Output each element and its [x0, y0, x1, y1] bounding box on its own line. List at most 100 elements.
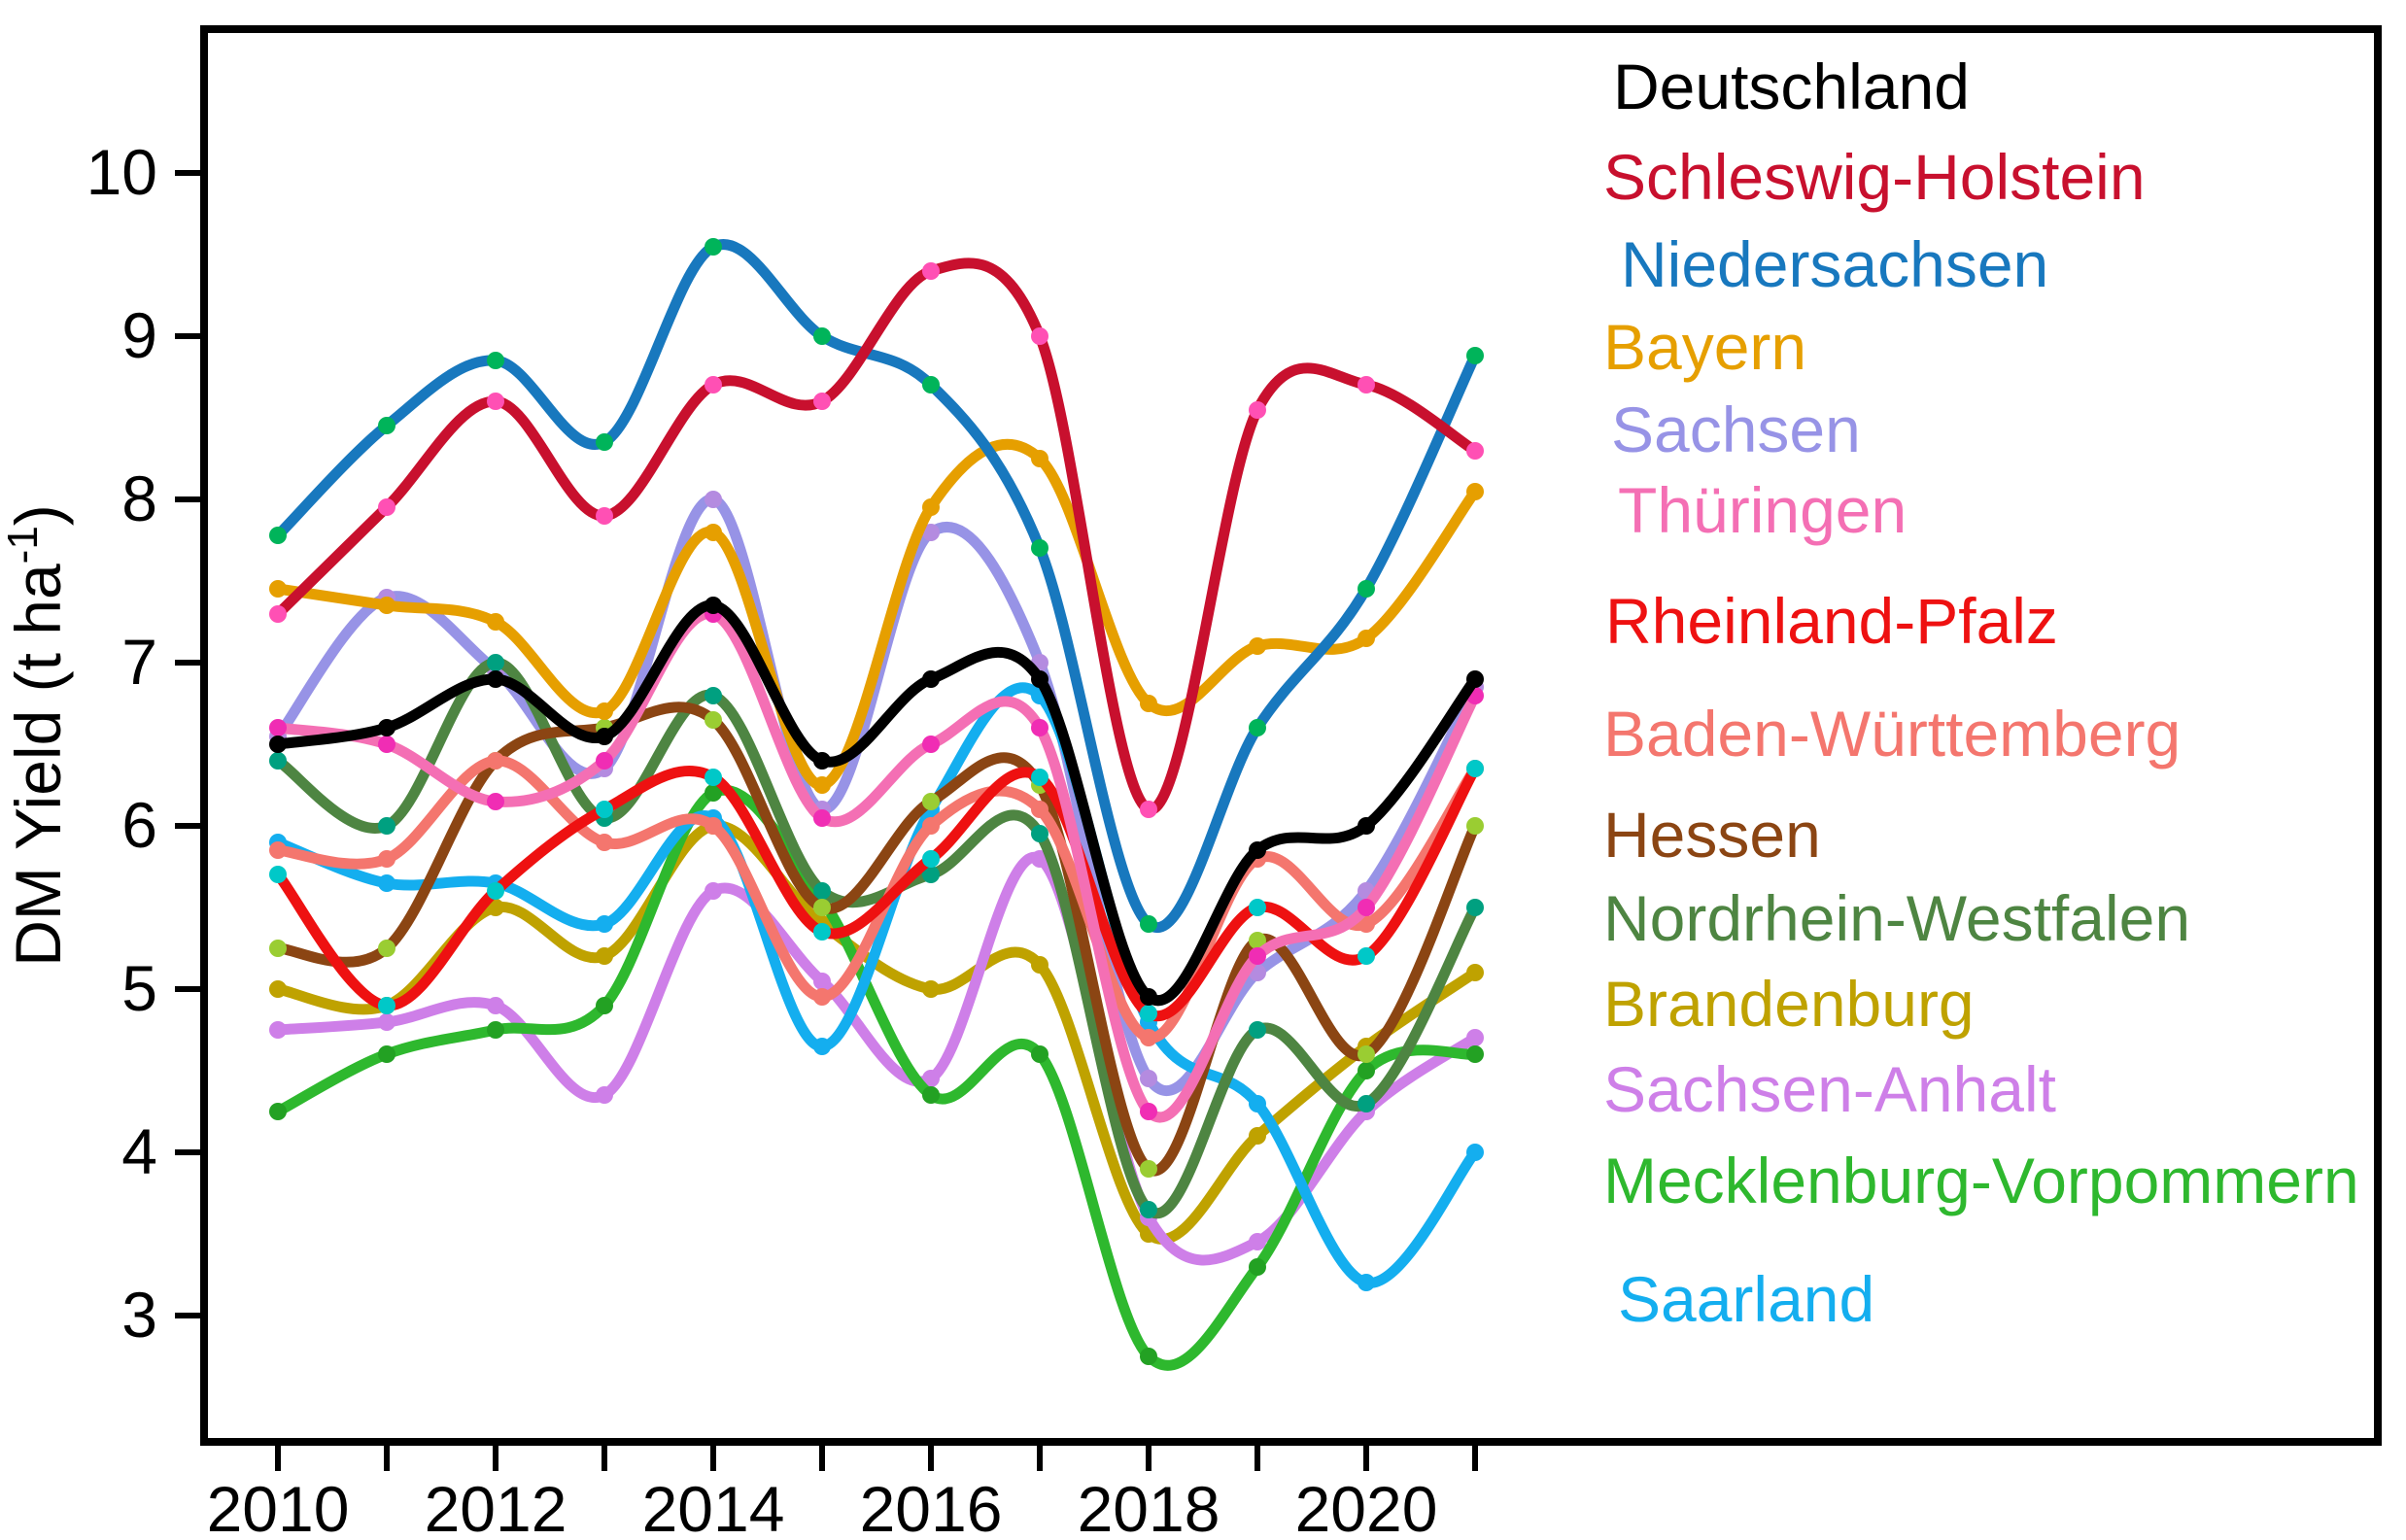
series-markers-rheinland-pfalz	[269, 760, 1484, 1022]
legend-item-schleswig-holstein: Schleswig-Holstein	[1603, 141, 2146, 213]
y-tick-label: 5	[121, 952, 157, 1024]
data-point-marker	[378, 736, 395, 753]
data-point-marker	[813, 1038, 831, 1055]
data-point-marker	[378, 874, 395, 892]
data-point-marker	[1140, 1160, 1157, 1178]
data-point-marker	[922, 376, 940, 394]
data-point-marker	[1466, 899, 1484, 916]
data-point-marker	[1466, 670, 1484, 688]
data-point-marker	[596, 507, 613, 525]
series-markers-deutschland	[269, 597, 1484, 1006]
data-point-marker	[487, 997, 504, 1014]
data-point-marker	[378, 417, 395, 434]
data-point-marker	[922, 793, 940, 810]
data-point-marker	[269, 1103, 287, 1120]
data-point-marker	[1249, 1021, 1266, 1039]
data-point-marker	[269, 605, 287, 623]
series-markers-bayern	[269, 450, 1484, 794]
data-point-marker	[1249, 932, 1266, 949]
legend-item-saarland: Saarland	[1618, 1263, 1874, 1335]
data-point-marker	[1466, 817, 1484, 835]
data-point-marker	[813, 776, 831, 794]
data-point-marker	[1140, 1005, 1157, 1022]
data-point-marker	[922, 736, 940, 753]
data-point-marker	[1249, 637, 1266, 655]
data-point-marker	[487, 793, 504, 810]
data-point-marker	[922, 670, 940, 688]
data-point-marker	[1466, 483, 1484, 500]
data-point-marker	[487, 613, 504, 631]
data-point-marker	[596, 947, 613, 965]
data-point-marker	[1466, 347, 1484, 364]
x-tick-label: 2020	[1295, 1473, 1438, 1540]
data-point-marker	[487, 899, 504, 916]
legend-item-mecklenburg-vorpommern: Mecklenburg-Vorpommern	[1603, 1145, 2359, 1216]
data-point-marker	[378, 597, 395, 614]
y-tick-label: 4	[121, 1115, 157, 1187]
legend-item-brandenburg: Brandenburg	[1603, 968, 1975, 1040]
data-point-marker	[596, 997, 613, 1014]
data-point-marker	[1031, 539, 1048, 557]
data-point-marker	[1358, 630, 1375, 647]
data-point-marker	[378, 719, 395, 736]
data-point-marker	[1031, 825, 1048, 842]
data-point-marker	[269, 940, 287, 957]
data-point-marker	[1358, 1274, 1375, 1291]
legend-item-deutschland: Deutschland	[1613, 51, 1970, 122]
data-point-marker	[269, 866, 287, 883]
x-tick-label: 2010	[207, 1473, 350, 1540]
data-point-marker	[922, 850, 940, 868]
data-point-marker	[705, 882, 722, 900]
data-point-marker	[705, 687, 722, 704]
data-point-marker	[922, 262, 940, 280]
data-point-marker	[596, 433, 613, 451]
data-point-marker	[378, 1013, 395, 1031]
y-tick-label: 8	[121, 462, 157, 534]
data-point-marker	[269, 841, 287, 859]
y-tick-label: 7	[121, 626, 157, 698]
data-point-marker	[813, 393, 831, 410]
data-point-marker	[487, 654, 504, 671]
data-point-marker	[1031, 801, 1048, 818]
data-point-marker	[1031, 1045, 1048, 1063]
data-point-marker	[1249, 719, 1266, 736]
data-point-marker	[1358, 899, 1375, 916]
data-point-marker	[813, 899, 831, 916]
data-point-marker	[1140, 801, 1157, 818]
data-point-marker	[378, 817, 395, 835]
data-point-marker	[922, 1086, 940, 1104]
data-point-marker	[1249, 841, 1266, 859]
data-point-marker	[378, 850, 395, 868]
legend-item-th-ringen: Thüringen	[1618, 474, 1907, 546]
data-point-marker	[1249, 1233, 1266, 1250]
data-point-marker	[705, 769, 722, 786]
data-point-marker	[1466, 964, 1484, 981]
y-axis: 10 9 8 7 6 5 4 3	[86, 136, 204, 1351]
series-markers-saarland	[269, 687, 1484, 1291]
data-point-marker	[1140, 1029, 1157, 1046]
y-tick-label: 3	[121, 1279, 157, 1351]
data-point-marker	[487, 1021, 504, 1039]
data-point-marker	[813, 809, 831, 827]
data-point-marker	[1249, 899, 1266, 916]
data-point-marker	[269, 980, 287, 998]
data-point-marker	[705, 711, 722, 729]
data-point-marker	[596, 915, 613, 933]
data-point-marker	[1140, 1348, 1157, 1365]
data-point-marker	[1140, 1103, 1157, 1120]
data-point-marker	[378, 997, 395, 1014]
legend-item-hessen: Hessen	[1603, 799, 1821, 871]
data-point-marker	[1140, 915, 1157, 933]
data-point-marker	[378, 1045, 395, 1063]
data-point-marker	[813, 327, 831, 345]
data-point-marker	[269, 1021, 287, 1039]
data-point-marker	[1031, 719, 1048, 736]
y-tick-label: 9	[121, 299, 157, 371]
data-point-marker	[596, 801, 613, 818]
legend-item-sachsen: Sachsen	[1611, 394, 1861, 465]
data-point-marker	[269, 580, 287, 598]
data-point-marker	[1466, 1144, 1484, 1161]
data-point-marker	[596, 1086, 613, 1104]
data-point-marker	[813, 988, 831, 1006]
